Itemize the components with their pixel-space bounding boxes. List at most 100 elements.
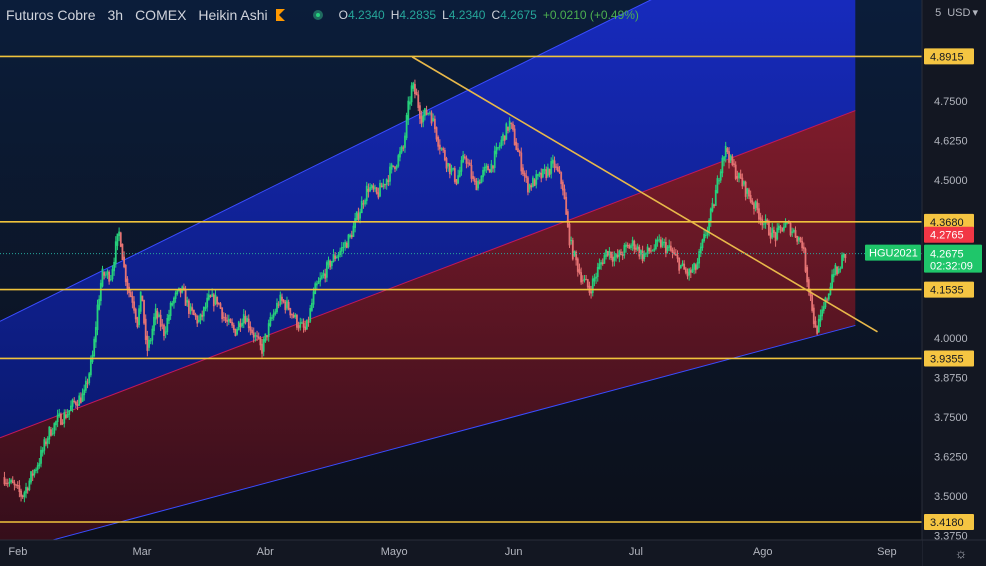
candle-body — [837, 268, 840, 273]
price-tick-label: 4.7500 — [934, 96, 968, 108]
candle — [51, 427, 54, 436]
candle — [43, 437, 46, 455]
candle — [596, 262, 599, 282]
candle-body — [364, 200, 366, 205]
candle-body — [581, 280, 584, 282]
candle — [656, 236, 659, 247]
candle — [382, 178, 385, 190]
candle-body — [246, 317, 248, 322]
candle-body — [763, 223, 765, 225]
candle-body — [480, 175, 483, 184]
candle — [663, 238, 666, 248]
candle-body — [207, 294, 210, 300]
candle — [206, 293, 209, 312]
flag-icon[interactable] — [275, 9, 289, 21]
candle-body — [254, 335, 257, 337]
candle-body — [276, 302, 278, 313]
candle — [706, 226, 709, 239]
candle-body — [314, 283, 317, 295]
candle — [593, 273, 596, 287]
symbol-name[interactable]: Futuros Cobre — [6, 7, 96, 23]
candle — [404, 132, 406, 153]
candle — [274, 308, 277, 316]
settings-gear-icon[interactable]: ☼ — [954, 545, 968, 561]
candle — [45, 438, 47, 447]
candle-body — [133, 301, 135, 311]
candle-body — [106, 271, 109, 275]
candle-body — [570, 239, 573, 242]
candle-body — [502, 134, 504, 141]
candle-body — [812, 307, 815, 325]
candle — [427, 112, 430, 116]
candle-body — [183, 287, 185, 290]
candle-body — [786, 222, 789, 224]
candle — [482, 166, 484, 182]
time-tick-label: Sep — [877, 546, 897, 558]
candle-body — [533, 179, 536, 186]
candle-body — [543, 169, 546, 171]
level-price-label: 3.4180 — [930, 517, 964, 529]
candle — [792, 228, 795, 234]
exchange-label: COMEX — [135, 7, 187, 23]
candle-body — [327, 259, 330, 266]
candle — [324, 268, 327, 283]
candle — [551, 154, 554, 168]
candle-body — [340, 247, 343, 252]
candle-body — [591, 278, 594, 294]
candle — [214, 289, 217, 306]
candle — [302, 318, 305, 333]
candle — [256, 330, 258, 342]
candle — [563, 184, 566, 200]
candle — [457, 169, 460, 185]
candle — [296, 313, 298, 331]
candle-body — [61, 422, 64, 424]
candle — [442, 146, 445, 153]
candle — [723, 156, 725, 167]
candle — [673, 247, 676, 256]
candle-body — [171, 303, 174, 306]
candle — [126, 276, 129, 295]
candle-body — [676, 255, 679, 259]
candle-body — [297, 325, 300, 329]
candle-body — [801, 241, 804, 249]
candle — [625, 241, 627, 253]
candle — [5, 478, 7, 487]
candle — [488, 168, 491, 173]
candle — [231, 318, 234, 329]
interval-label[interactable]: 3h — [107, 7, 124, 23]
candle — [219, 302, 222, 310]
candle-body — [663, 241, 666, 243]
candle — [530, 183, 533, 191]
candle-body — [194, 313, 197, 317]
candle — [60, 412, 62, 426]
candle — [610, 251, 612, 261]
candle-body — [684, 268, 687, 273]
chart-style-label[interactable]: Heikin Ashi — [198, 7, 268, 23]
candle-body — [729, 155, 732, 161]
candle-body — [119, 232, 122, 247]
currency-selector[interactable]: 5 USD ▾ — [935, 6, 978, 20]
candle — [78, 392, 81, 406]
candle — [419, 102, 421, 125]
candle — [694, 263, 697, 274]
candle — [108, 270, 111, 285]
candle — [678, 257, 681, 274]
candle-body — [45, 441, 47, 445]
candle — [143, 299, 145, 325]
candle — [661, 237, 664, 248]
candle-body — [344, 241, 347, 248]
level-price-tag — [924, 48, 974, 65]
candle — [133, 296, 135, 314]
candle — [635, 244, 637, 253]
candle-body — [738, 172, 740, 179]
candle — [216, 296, 219, 308]
candle — [251, 327, 253, 335]
candle-body — [779, 226, 782, 228]
price-tick-label: 3.3750 — [934, 531, 968, 543]
candle — [320, 272, 323, 280]
candle — [33, 468, 36, 478]
candle — [586, 278, 589, 291]
candle-body — [433, 118, 436, 130]
